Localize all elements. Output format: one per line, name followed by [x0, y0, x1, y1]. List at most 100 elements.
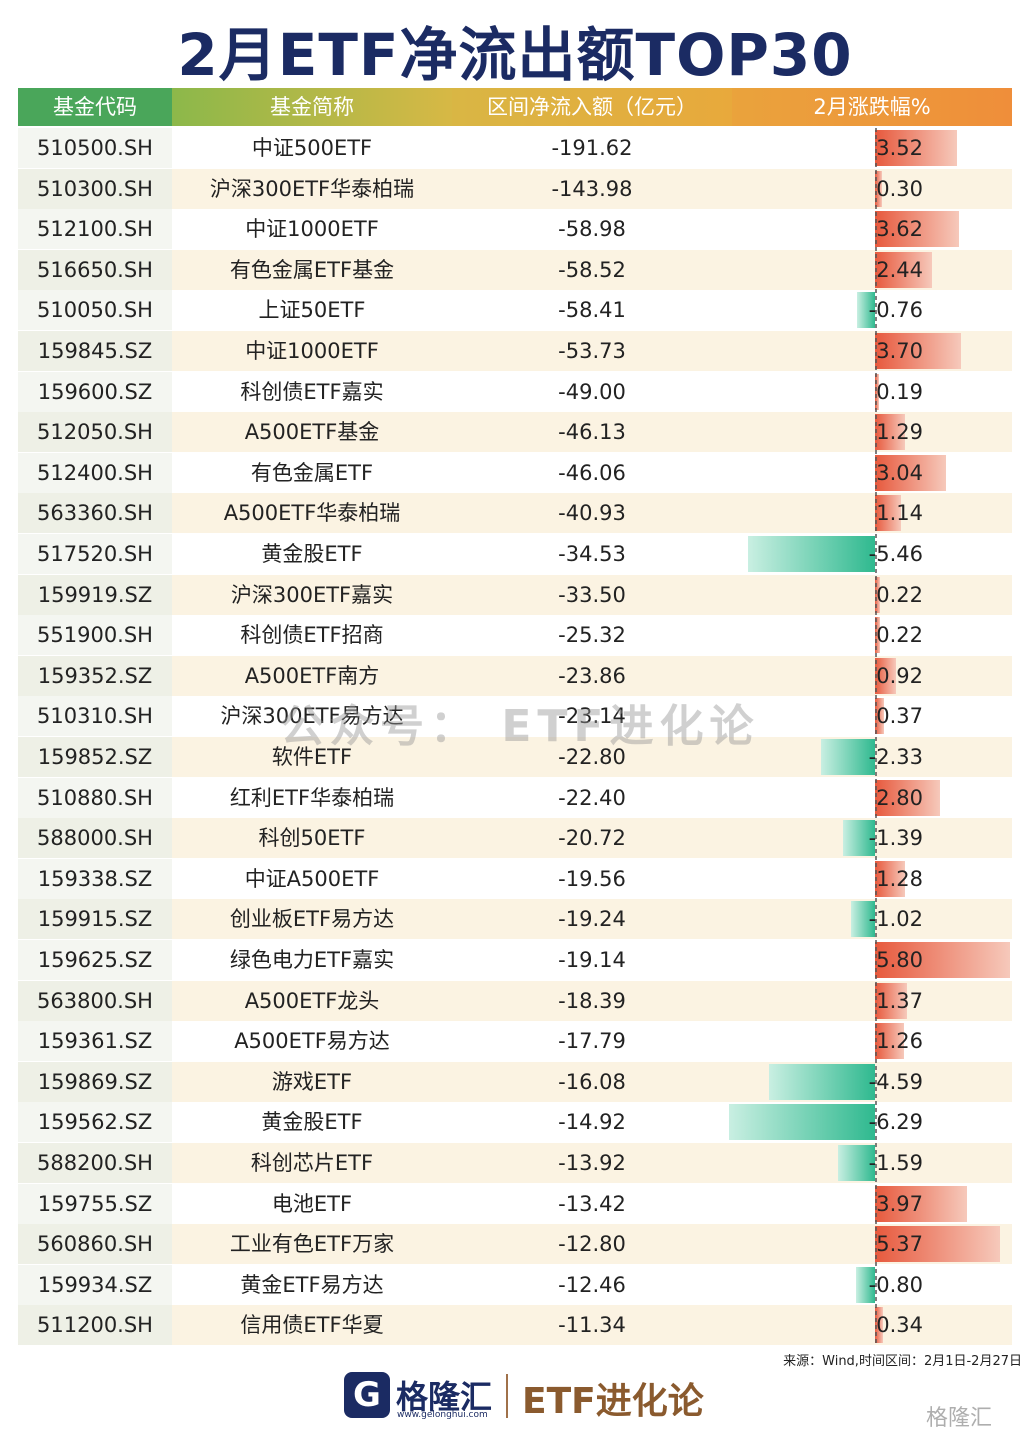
net-flow: -58.41: [558, 298, 626, 323]
change: 2.44: [876, 257, 923, 282]
net-flow: -53.73: [558, 339, 626, 363]
code-bg: [18, 534, 172, 574]
row-bg: [18, 412, 1012, 453]
fund-code: 512100.SH: [37, 217, 153, 242]
net-flow: -19.14: [558, 948, 626, 972]
net-flow: -14.92: [558, 1110, 626, 1135]
net-flow: -19.24: [558, 907, 626, 932]
fund-name: 中证1000ETF: [245, 339, 379, 363]
change: 0.22: [876, 623, 923, 648]
fund-name: 创业板ETF易方达: [229, 907, 395, 932]
net-flow: -49.00: [558, 379, 626, 404]
change-bar: [875, 1023, 905, 1060]
change: 1.14: [876, 501, 923, 526]
row-bg: [18, 899, 1012, 940]
change-bar: [851, 901, 875, 938]
net-flow: -58.52: [558, 257, 626, 282]
code-bg: [18, 615, 172, 656]
change-bar: [875, 860, 905, 897]
change: 0.34: [876, 1313, 923, 1338]
change: 0.92: [876, 663, 923, 688]
fund-code: 159755.SZ: [37, 1191, 153, 1216]
zero-line: [875, 128, 877, 1346]
change: 3.04: [876, 460, 923, 485]
code-bg: [18, 1264, 172, 1305]
change: 3.62: [876, 217, 923, 242]
fund-code: 512050.SH: [37, 420, 153, 445]
code-bg: [18, 209, 172, 250]
code-bg: [18, 1102, 172, 1143]
code-bg: [18, 371, 172, 412]
change-bar: [875, 1307, 883, 1344]
row-bg: [18, 128, 1012, 168]
source: 来源：Wind,时间区间：2月1日-2月27日: [783, 1354, 1022, 1369]
code-bg: [18, 655, 172, 696]
code-bg: [18, 452, 172, 493]
row-bg: [18, 615, 1012, 656]
change: -0.76: [868, 298, 923, 323]
row-bg: [18, 1264, 1012, 1305]
fund-name: 科创债ETF招商: [240, 623, 384, 648]
change: -2.33: [868, 745, 923, 769]
fund-name: 中证A500ETF: [244, 866, 380, 891]
change-bar: [875, 170, 882, 207]
fund-name: A500ETF易方达: [234, 1029, 390, 1054]
fund-name: 黄金ETF易方达: [240, 1272, 384, 1297]
fund-code: 159600.SZ: [37, 379, 153, 404]
fund-name: 绿色电力ETF嘉实: [229, 948, 395, 972]
fund-name: 沪深300ETF华泰柏瑞: [209, 176, 415, 201]
fund-code: 159934.SZ: [37, 1272, 153, 1297]
change: 2.80: [876, 785, 923, 810]
net-flow: -58.98: [558, 217, 626, 242]
net-flow: -34.53: [558, 542, 626, 566]
fund-code: 159845.SZ: [37, 339, 153, 363]
row-bg: [18, 371, 1012, 412]
code-bg: [18, 574, 172, 615]
row-bg: [18, 1305, 1012, 1346]
fund-code: 563800.SH: [37, 988, 153, 1013]
site: www.gelonghui.com: [397, 1410, 488, 1420]
net-flow: -12.80: [558, 1232, 626, 1257]
change: 3.70: [876, 339, 923, 363]
fund-name: 电池ETF: [271, 1191, 353, 1216]
row-bg: [18, 655, 1012, 696]
change-bar: [857, 292, 875, 329]
fund-code: 512400.SH: [37, 460, 153, 485]
change-bar: [875, 779, 940, 816]
net-flow: -23.14: [558, 704, 626, 729]
change-bar: [875, 251, 932, 288]
fund-code: 159338.SZ: [37, 866, 153, 891]
row-bg: [18, 858, 1012, 899]
row-bg: [18, 493, 1012, 534]
change: -4.59: [868, 1069, 923, 1094]
fund-code: 159562.SZ: [37, 1110, 153, 1135]
net-flow: -13.42: [558, 1191, 626, 1216]
code-bg: [18, 899, 172, 940]
net-flow: -18.39: [558, 988, 626, 1013]
header-cell: 基金代码: [18, 88, 172, 126]
row-bg: [18, 574, 1012, 615]
fund-code: 159919.SZ: [37, 582, 153, 607]
change-bar: [820, 739, 875, 775]
net-flow: -25.32: [558, 623, 626, 648]
corner-mark: 格隆汇: [926, 1406, 993, 1431]
code-bg: [18, 1224, 172, 1265]
change: 5.80: [876, 948, 923, 972]
fund-name: 黄金股ETF: [261, 1110, 363, 1135]
row-bg: [18, 1224, 1012, 1265]
net-flow: -13.92: [558, 1151, 626, 1175]
net-flow: -17.79: [558, 1029, 626, 1054]
code-bg: [18, 168, 172, 209]
change-bar: [875, 982, 907, 1019]
row-bg: [18, 452, 1012, 493]
row-bg: [18, 168, 1012, 209]
row-bg: [18, 777, 1012, 818]
fund-name: 游戏ETF: [271, 1069, 353, 1094]
change-bar: [875, 495, 902, 532]
change: 0.30: [876, 176, 923, 201]
net-flow: -22.80: [558, 745, 626, 769]
change-bar: [875, 414, 905, 451]
code-bg: [18, 290, 172, 331]
change: 0.37: [876, 704, 923, 729]
change-bar: [875, 657, 897, 694]
